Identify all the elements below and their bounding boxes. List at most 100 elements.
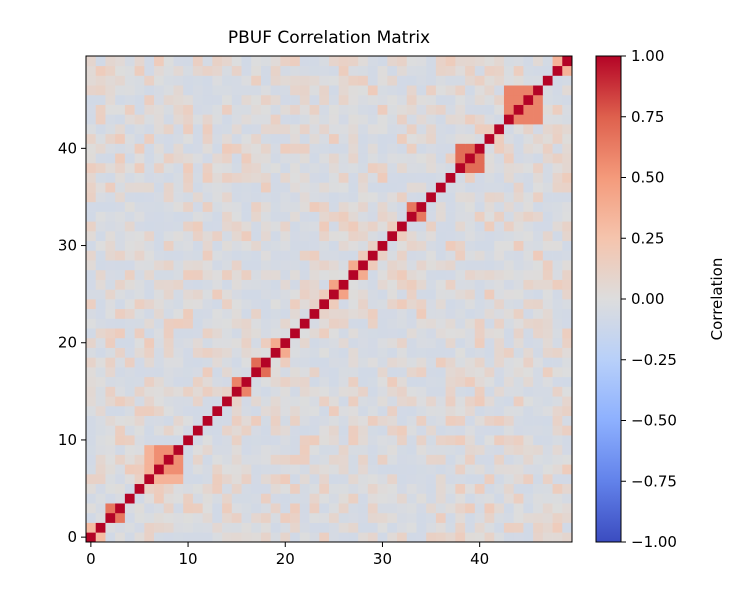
heatmap-cell <box>367 357 378 368</box>
heatmap-cell <box>202 104 213 115</box>
heatmap-cell <box>270 503 281 514</box>
heatmap-cell <box>358 85 369 96</box>
heatmap-cell <box>144 318 155 329</box>
heatmap-cell <box>484 357 495 368</box>
heatmap-cell <box>387 415 398 426</box>
heatmap-cell <box>377 405 388 416</box>
heatmap-cell <box>241 133 252 144</box>
heatmap-cell <box>124 75 135 86</box>
heatmap-cell <box>367 124 378 135</box>
heatmap-cell <box>367 396 378 407</box>
heatmap-cell <box>163 104 174 115</box>
heatmap-cell <box>329 328 340 339</box>
heatmap-cell <box>95 347 106 358</box>
heatmap-cell <box>503 308 515 319</box>
heatmap-cell <box>260 493 272 504</box>
heatmap-cell <box>134 143 145 154</box>
heatmap-cell <box>552 512 563 523</box>
heatmap-cell <box>319 464 330 475</box>
heatmap-cell <box>173 114 184 125</box>
heatmap-cell <box>192 182 203 193</box>
heatmap-cell <box>397 260 408 271</box>
heatmap-cell <box>192 532 203 543</box>
heatmap-cell <box>202 153 213 164</box>
heatmap-cell <box>397 153 408 164</box>
heatmap-cell <box>270 386 281 397</box>
heatmap-cell <box>348 133 359 144</box>
heatmap-cell <box>338 85 349 96</box>
heatmap-cell <box>484 289 495 300</box>
heatmap-cell <box>377 318 388 329</box>
heatmap-cell <box>533 211 544 222</box>
heatmap-cell <box>95 464 106 475</box>
heatmap-cell <box>212 192 223 203</box>
heatmap-cell <box>562 182 573 193</box>
heatmap-cell <box>183 503 194 514</box>
heatmap-cell <box>134 104 145 115</box>
heatmap-cell <box>231 318 242 329</box>
heatmap-frame <box>85 55 573 543</box>
heatmap-cell <box>513 75 524 86</box>
heatmap-cell <box>406 473 417 485</box>
heatmap-cell <box>222 143 233 154</box>
heatmap-cell <box>562 269 573 280</box>
heatmap-cell <box>212 85 223 96</box>
heatmap-cell <box>367 211 378 222</box>
heatmap-cell <box>494 85 505 96</box>
heatmap-cell <box>329 454 340 465</box>
heatmap-cell <box>309 182 320 193</box>
heatmap-cell <box>86 230 97 242</box>
heatmap-cell <box>299 503 310 514</box>
heatmap-cell <box>251 114 262 125</box>
heatmap-cell <box>358 260 369 271</box>
heatmap-cell <box>183 386 194 397</box>
heatmap-cell <box>251 172 262 183</box>
heatmap-cell <box>523 172 534 183</box>
heatmap-cell <box>222 415 233 426</box>
heatmap-cell <box>329 503 340 514</box>
heatmap-cell <box>377 289 388 300</box>
heatmap-cell <box>95 133 106 144</box>
heatmap-cell <box>241 153 252 164</box>
heatmap-cell <box>445 444 456 455</box>
heatmap-cell <box>503 279 515 290</box>
heatmap-cell <box>202 347 213 358</box>
heatmap-cell <box>231 386 242 397</box>
heatmap-cell <box>348 522 359 533</box>
heatmap-cell <box>202 493 213 504</box>
heatmap-cell <box>494 162 505 173</box>
heatmap-cell <box>562 172 573 183</box>
heatmap-cell <box>144 357 155 368</box>
heatmap-cell <box>105 435 116 446</box>
heatmap-cell <box>397 104 408 115</box>
heatmap-cell <box>319 299 330 310</box>
heatmap-cell <box>533 464 544 475</box>
heatmap-cell <box>241 503 252 514</box>
heatmap-cell <box>309 65 320 76</box>
heatmap-cell <box>202 162 213 173</box>
heatmap-cell <box>445 133 456 144</box>
heatmap-cell <box>416 279 427 290</box>
heatmap-cell <box>329 211 340 222</box>
heatmap-cell <box>474 172 485 183</box>
heatmap-cell <box>212 65 223 76</box>
heatmap-cell <box>163 85 174 96</box>
heatmap-cell <box>202 425 213 436</box>
heatmap-cell <box>173 503 184 514</box>
heatmap-cell <box>562 211 573 222</box>
heatmap-cell <box>95 269 106 280</box>
heatmap-cell <box>435 172 446 183</box>
heatmap-cell <box>348 415 359 426</box>
heatmap-cell <box>299 405 310 416</box>
heatmap-cell <box>358 367 369 378</box>
heatmap-cell <box>348 289 359 300</box>
heatmap-cell <box>397 114 408 125</box>
heatmap-cell <box>309 512 320 523</box>
heatmap-cell <box>435 522 446 533</box>
heatmap-cell <box>426 133 437 144</box>
heatmap-cell <box>426 454 437 465</box>
heatmap-cell <box>426 201 437 212</box>
heatmap-cell <box>202 279 213 290</box>
heatmap-cell <box>319 396 330 407</box>
heatmap-cell <box>533 182 544 193</box>
